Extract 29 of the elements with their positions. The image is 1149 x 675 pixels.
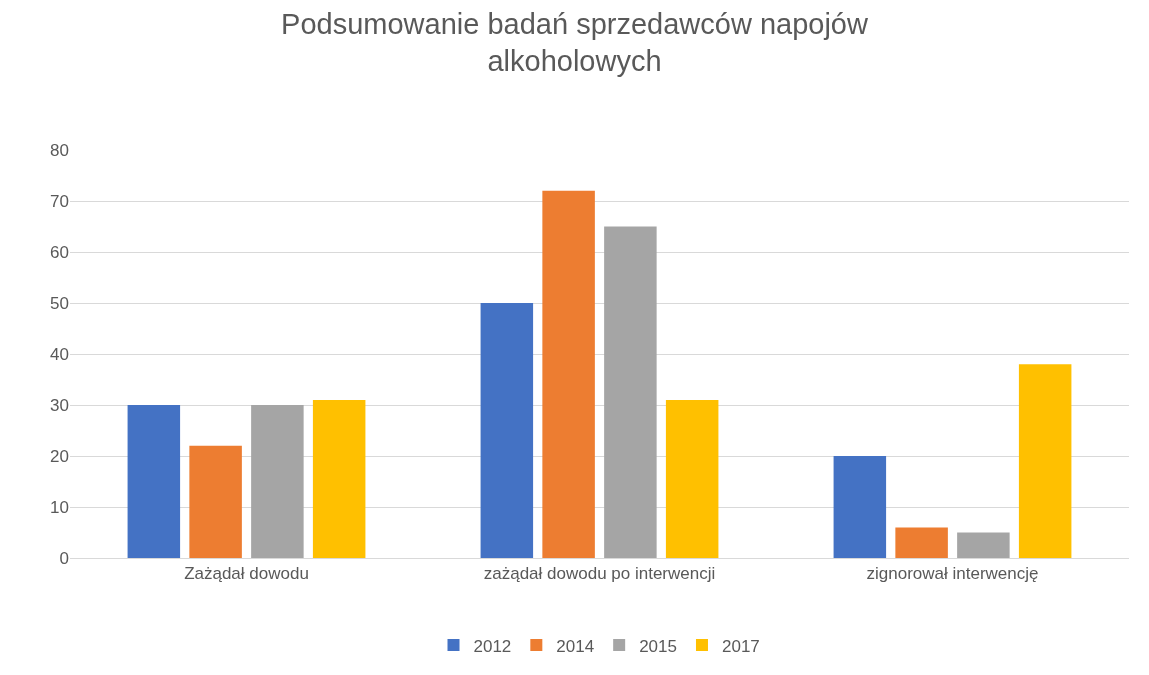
bar bbox=[665, 399, 719, 558]
legend-label: 2017 bbox=[721, 636, 760, 656]
bar bbox=[895, 527, 948, 558]
y-tick-label: 0 bbox=[59, 548, 69, 568]
y-tick-label: 50 bbox=[50, 293, 69, 313]
y-tick-label: 10 bbox=[50, 497, 69, 517]
legend-label: 2014 bbox=[556, 636, 595, 656]
legend-label: 2015 bbox=[639, 636, 677, 656]
x-tick-label: Zażądał dowodu bbox=[184, 564, 309, 584]
y-tick-label: 40 bbox=[50, 344, 69, 364]
y-tick-label: 70 bbox=[50, 191, 69, 211]
bar bbox=[1018, 364, 1072, 558]
bar bbox=[542, 190, 595, 558]
y-tick-label: 60 bbox=[50, 242, 69, 262]
x-tick-label: zignorował interwencję bbox=[866, 564, 1039, 584]
chart-title: Podsumowanie badań sprzedawców napojów alkoholowych bbox=[281, 7, 869, 78]
bar bbox=[957, 532, 1010, 558]
legend-label: 2012 bbox=[473, 636, 512, 656]
y-tick-label: 30 bbox=[50, 395, 69, 415]
bar bbox=[604, 226, 657, 558]
bar bbox=[189, 445, 242, 558]
bar bbox=[480, 303, 534, 558]
x-tick-label: zażądał dowodu po interwencji bbox=[483, 564, 716, 584]
bar bbox=[833, 456, 887, 558]
bar bbox=[127, 405, 181, 558]
bar bbox=[251, 405, 304, 558]
bar bbox=[312, 399, 366, 558]
y-tick-label: 20 bbox=[50, 446, 69, 466]
y-tick-label: 80 bbox=[50, 140, 69, 160]
